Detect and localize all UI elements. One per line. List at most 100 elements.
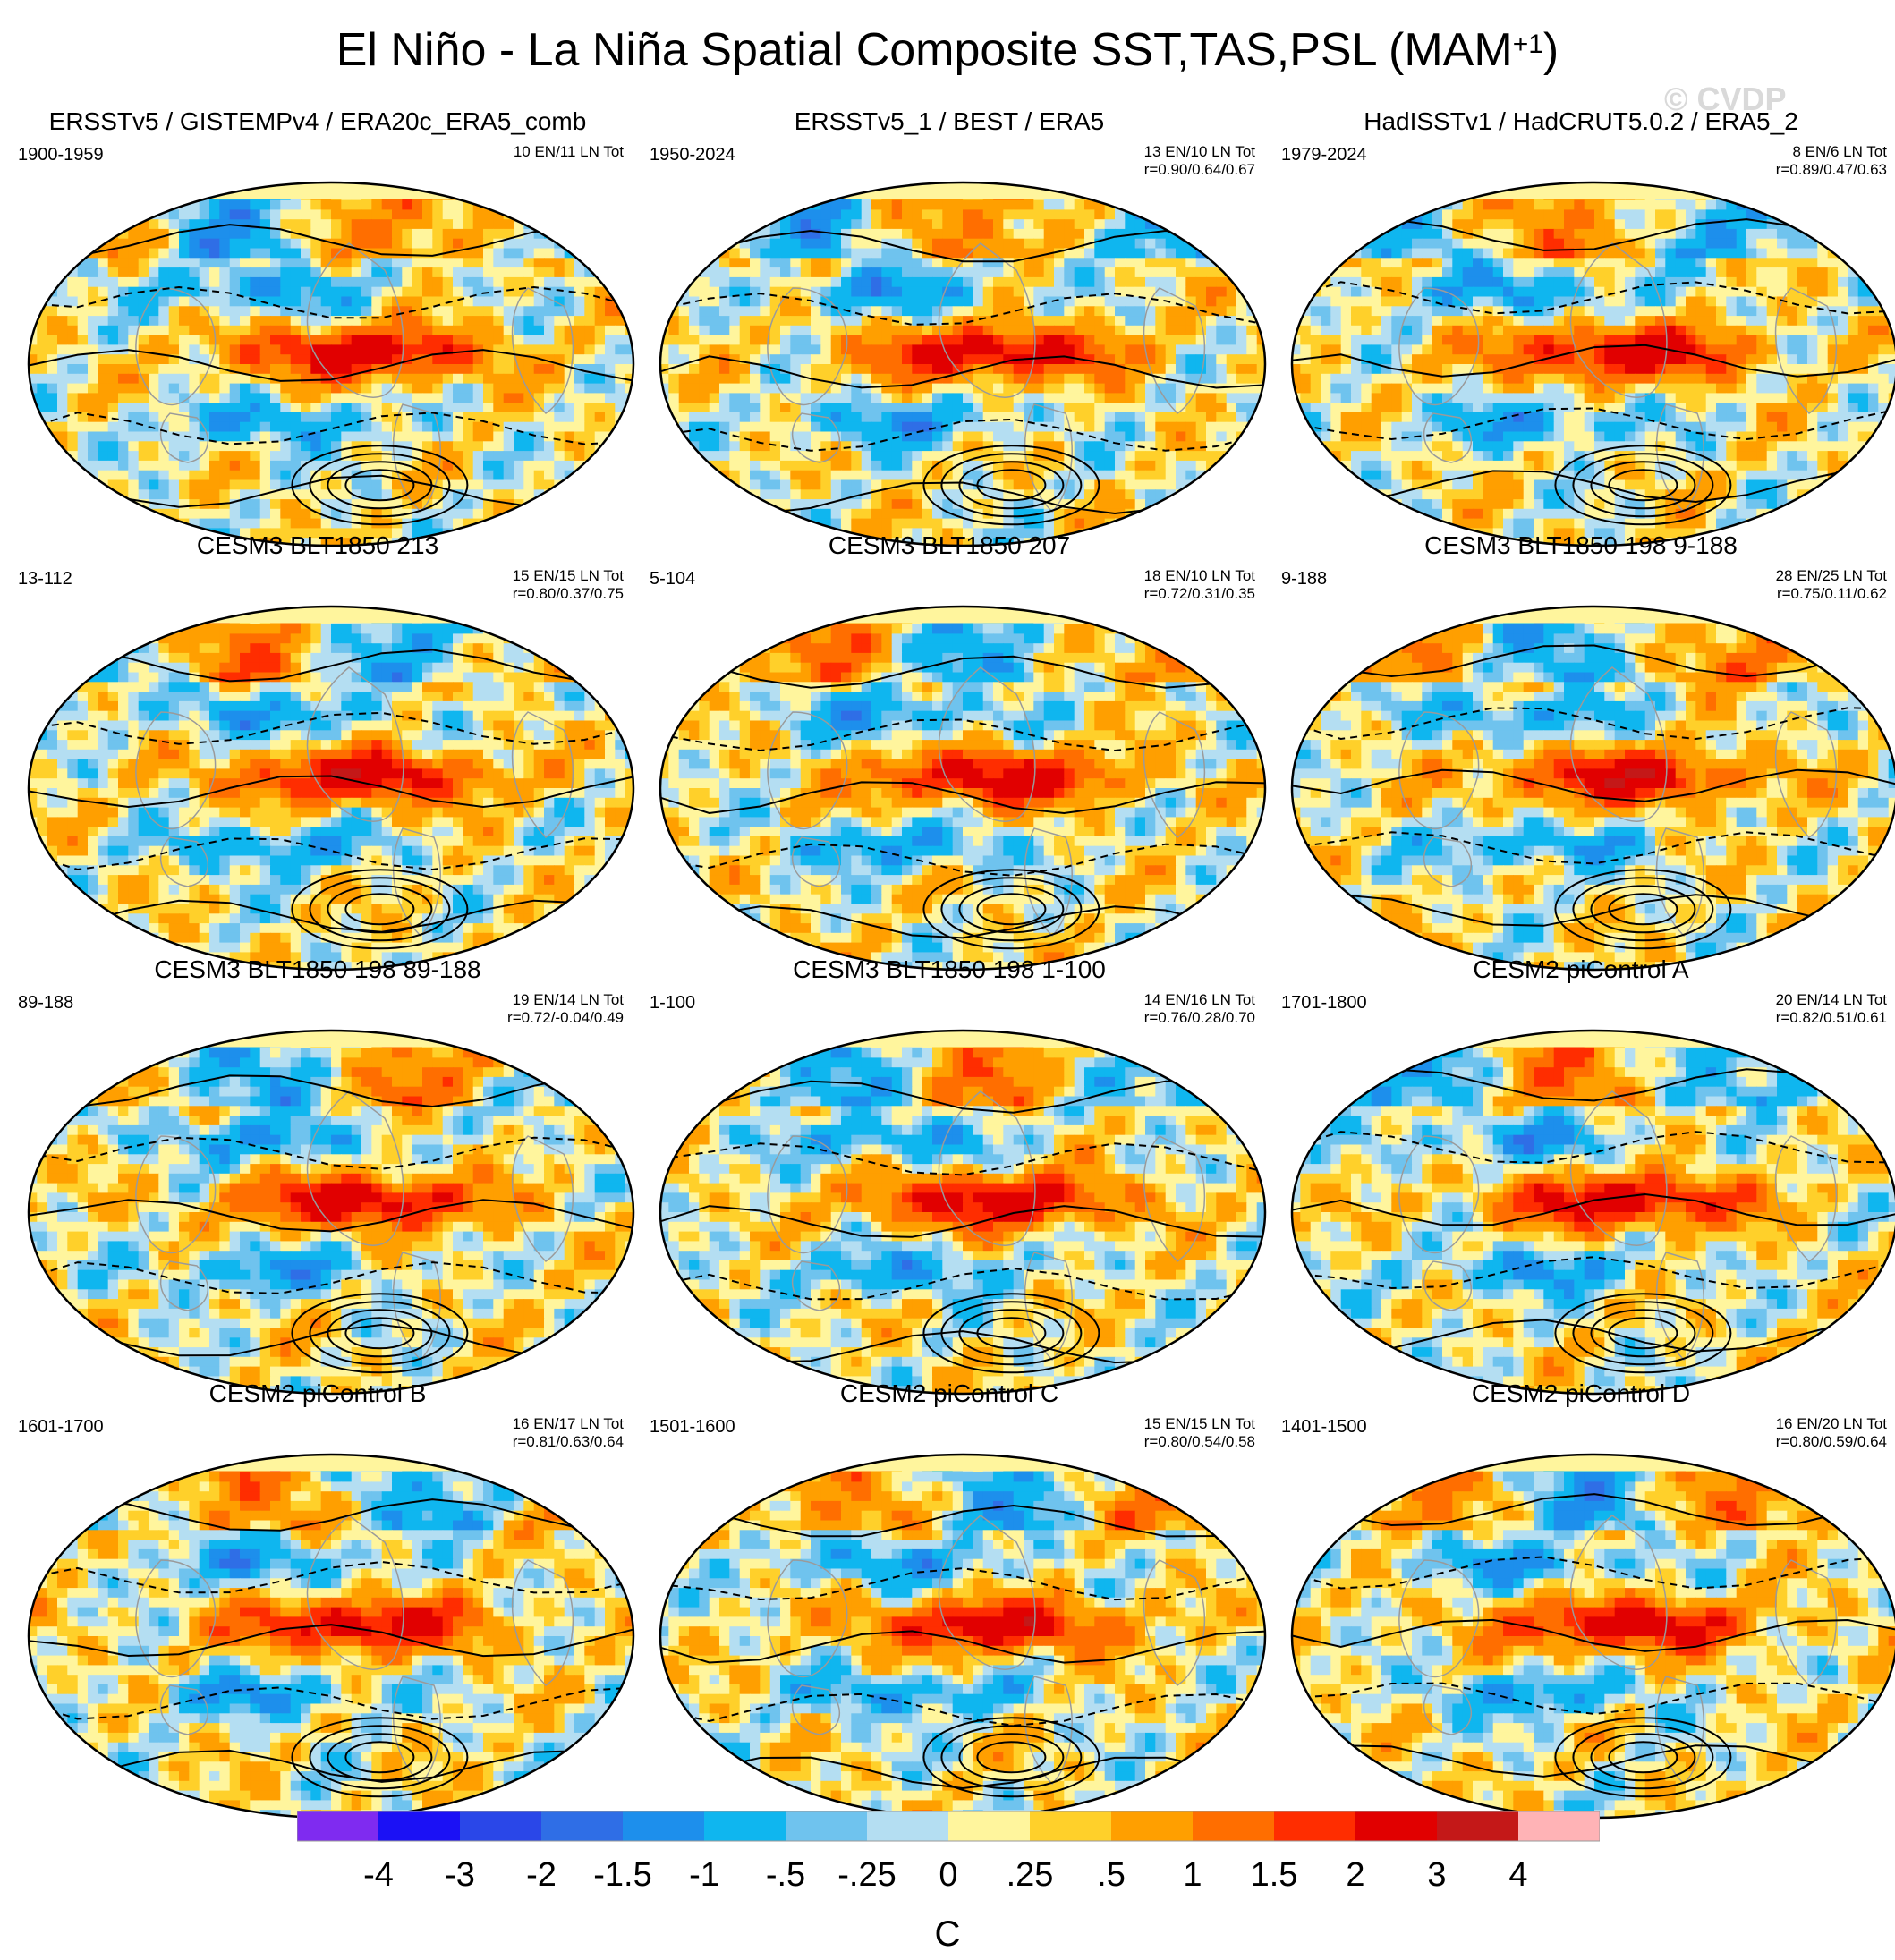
- colorbar-tick-label: -.5: [766, 1856, 805, 1894]
- panel-title: CESM3 BLT1850 213: [4, 531, 631, 560]
- colorbar-tick-label: -.25: [837, 1856, 896, 1894]
- colorbar-swatch: [623, 1811, 705, 1841]
- panel-correlation: r=0.90/0.64/0.67: [1144, 161, 1255, 179]
- colorbar-tick-label: -2: [526, 1856, 557, 1894]
- panel-years: 1601-1700: [18, 1417, 104, 1438]
- colorbar-swatch: [1274, 1811, 1356, 1841]
- colorbar-swatch: [541, 1811, 624, 1841]
- map-panel: CESM2 piControl D 1401-1500 16 EN/20 LN To…: [1268, 1379, 1895, 1820]
- colorbar-tick-label: -4: [363, 1856, 394, 1894]
- panel-title: CESM2 piControl B: [4, 1379, 631, 1408]
- colorbar-swatch: [297, 1811, 379, 1841]
- panel-correlation: r=0.82/0.51/0.61: [1776, 1009, 1887, 1027]
- colorbar-swatch: [1437, 1811, 1519, 1841]
- robinson-map: [659, 1029, 1267, 1396]
- panel-years: 1401-1500: [1281, 1417, 1367, 1438]
- panel-years: 1950-2024: [650, 145, 735, 165]
- colorbar-tick-label: 3: [1427, 1856, 1446, 1894]
- panel-title: CESM2 piControl C: [636, 1379, 1262, 1408]
- map-panel: CESM3 BLT1850 198 1-100 1-100 14 EN/16 LN …: [636, 955, 1267, 1396]
- colorbar-tick-label: -1.5: [593, 1856, 651, 1894]
- colorbar-swatch: [704, 1811, 786, 1841]
- robinson-map: [27, 605, 635, 972]
- robinson-map: [659, 1453, 1267, 1820]
- colorbar-tick-label: 1.5: [1251, 1856, 1298, 1894]
- panel-event-count: 13 EN/10 LN Tot: [1144, 143, 1255, 161]
- panel-event-count: 14 EN/16 LN Tot: [1144, 991, 1255, 1009]
- panel-correlation: r=0.75/0.11/0.62: [1777, 585, 1887, 603]
- panel-event-count: 16 EN/17 LN Tot: [513, 1415, 624, 1433]
- panel-correlation: r=0.72/-0.04/0.49: [507, 1009, 624, 1027]
- panel-event-count: 20 EN/14 LN Tot: [1776, 991, 1887, 1009]
- robinson-map: [1290, 1029, 1895, 1396]
- colorbar-swatch: [786, 1811, 868, 1841]
- map-panel: CESM2 piControl B 1601-1700 16 EN/17 LN To…: [4, 1379, 635, 1820]
- robinson-map: [1290, 181, 1895, 547]
- panel-years: 9-188: [1281, 569, 1327, 590]
- panel-years: 1501-1600: [650, 1417, 735, 1438]
- panel-title: CESM2 piControl D: [1268, 1379, 1894, 1408]
- colorbar: -4 -3 -2 -1.5 -1 -.5 -.25 0 .25 .5 1 1.5 2 3 4: [297, 1811, 1600, 1894]
- colorbar-swatch: [1518, 1811, 1600, 1841]
- map-panel: CESM3 BLT1850 198 9-188 9-188 28 EN/25 LN …: [1268, 531, 1895, 972]
- colorbar-swatch: [1355, 1811, 1438, 1841]
- panel-years: 89-188: [18, 993, 73, 1014]
- panel-title: HadISSTv1 / HadCRUT5.0.2 / ERA5_2: [1268, 107, 1894, 136]
- panel-title: CESM3 BLT1850 198 89-188: [4, 955, 631, 984]
- panel-event-count: 15 EN/15 LN Tot: [1144, 1415, 1255, 1433]
- panel-years: 1900-1959: [18, 145, 104, 165]
- colorbar-swatch: [460, 1811, 542, 1841]
- map-panel: CESM3 BLT1850 198 89-188 89-188 19 EN/14 L…: [4, 955, 635, 1396]
- robinson-map: [659, 181, 1267, 547]
- panel-correlation: r=0.76/0.28/0.70: [1144, 1009, 1255, 1027]
- map-panel: CESM2 piControl A 1701-1800 20 EN/14 LN To…: [1268, 955, 1895, 1396]
- robinson-map: [27, 1029, 635, 1396]
- robinson-map: [1290, 605, 1895, 972]
- panel-event-count: 10 EN/11 LN Tot: [514, 143, 624, 161]
- cvdp-watermark: © CVDP: [1664, 81, 1787, 118]
- colorbar-swatch: [1111, 1811, 1194, 1841]
- panel-years: 13-112: [18, 569, 72, 590]
- robinson-map: [659, 605, 1267, 972]
- map-panel: CESM3 BLT1850 213 13-112 15 EN/15 LN Tot r=…: [4, 531, 635, 972]
- panel-title: ERSSTv5_1 / BEST / ERA5: [636, 107, 1262, 136]
- figure-title: El Niño - La Niña Spatial Composite SST,…: [0, 23, 1895, 77]
- panel-title: ERSSTv5 / GISTEMPv4 / ERA20c_ERA5_comb: [4, 107, 631, 136]
- panel-correlation: r=0.80/0.37/0.75: [513, 585, 624, 603]
- colorbar-tick-label: 4: [1508, 1856, 1527, 1894]
- panel-event-count: 15 EN/15 LN Tot: [513, 567, 624, 585]
- panel-correlation: r=0.72/0.31/0.35: [1144, 585, 1255, 603]
- colorbar-swatch: [378, 1811, 461, 1841]
- panel-title: CESM3 BLT1850 207: [636, 531, 1262, 560]
- colorbar-tick-label: .25: [1007, 1856, 1054, 1894]
- panel-event-count: 28 EN/25 LN Tot: [1776, 567, 1887, 585]
- colorbar-tick-label: 2: [1346, 1856, 1364, 1894]
- colorbar-swatch: [1193, 1811, 1275, 1841]
- map-panel: ERSSTv5 / GISTEMPv4 / ERA20c_ERA5_comb 19…: [4, 107, 635, 547]
- colorbar-tick-label: -1: [689, 1856, 719, 1894]
- panel-correlation: r=0.81/0.63/0.64: [513, 1433, 624, 1451]
- map-panel: HadISSTv1 / HadCRUT5.0.2 / ERA5_2 1979-20…: [1268, 107, 1895, 547]
- colorbar-tick-label: .5: [1097, 1856, 1126, 1894]
- colorbar-tick-label: 1: [1183, 1856, 1202, 1894]
- panel-correlation: r=0.80/0.54/0.58: [1144, 1433, 1255, 1451]
- panel-years: 1701-1800: [1281, 993, 1367, 1014]
- panel-title: CESM3 BLT1850 198 9-188: [1268, 531, 1894, 560]
- panel-years: 1979-2024: [1281, 145, 1367, 165]
- map-panel: CESM2 piControl C 1501-1600 15 EN/15 LN To…: [636, 1379, 1267, 1820]
- robinson-map: [27, 181, 635, 547]
- colorbar-tick-label: 0: [939, 1856, 957, 1894]
- panel-title: CESM2 piControl A: [1268, 955, 1894, 984]
- panel-event-count: 19 EN/14 LN Tot: [513, 991, 624, 1009]
- panel-years: 1-100: [650, 993, 695, 1014]
- panel-correlation: r=0.80/0.59/0.64: [1776, 1433, 1887, 1451]
- panel-event-count: 16 EN/20 LN Tot: [1776, 1415, 1887, 1433]
- map-panel: ERSSTv5_1 / BEST / ERA5 1950-2024 13 EN/10…: [636, 107, 1267, 547]
- robinson-map: [27, 1453, 635, 1820]
- colorbar-units: C: [0, 1914, 1895, 1955]
- map-panel: CESM3 BLT1850 207 5-104 18 EN/10 LN Tot r=0…: [636, 531, 1267, 972]
- colorbar-swatch: [1030, 1811, 1112, 1841]
- panel-event-count: 8 EN/6 LN Tot: [1792, 143, 1887, 161]
- colorbar-swatch: [867, 1811, 949, 1841]
- panel-title: CESM3 BLT1850 198 1-100: [636, 955, 1262, 984]
